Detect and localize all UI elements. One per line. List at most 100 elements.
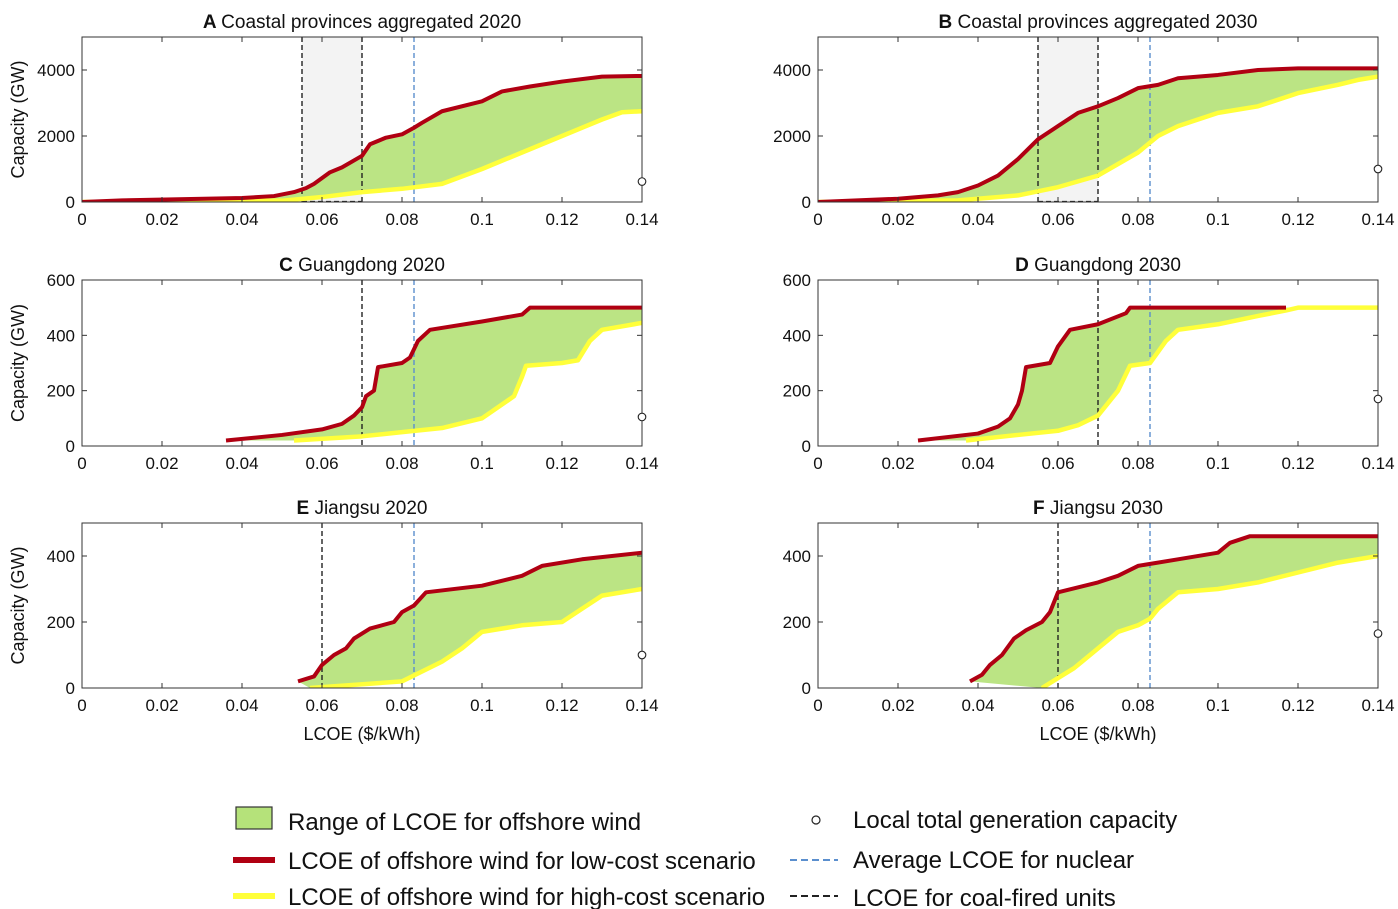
legend-label-low: LCOE of offshore wind for low-cost scena…	[288, 848, 756, 875]
panel-b: 0 0.02 0.04 0.06 0.08 0.1 0.12 0.14 0 2000 4000 B C…	[773, 12, 1394, 229]
x-tick-label: 0.04	[225, 696, 258, 715]
panel-title: E Jiangsu 2020	[297, 498, 428, 519]
x-tick-label: 0	[77, 210, 86, 229]
y-tick-label: 400	[47, 326, 75, 345]
low-cost-curve	[297, 550, 642, 684]
x-tick-label: 0.1	[1206, 210, 1230, 229]
x-tick-label: 0.1	[1206, 454, 1230, 473]
x-axis-label: LCOE ($/kWh)	[1039, 724, 1156, 744]
panel-title: C Guangdong 2020	[279, 255, 445, 276]
low-cost-curve	[917, 305, 1286, 443]
x-tick-label: 0	[813, 696, 822, 715]
panel-letter: E	[297, 498, 315, 519]
x-tick-label: 0.14	[1361, 696, 1394, 715]
high-cost-curve	[293, 320, 642, 443]
y-tick-label: 600	[783, 271, 811, 290]
panel-letter: F	[1033, 498, 1050, 519]
low-cost-curve	[969, 534, 1378, 684]
panel-title-text: Coastal provinces aggregated 2030	[958, 12, 1258, 33]
x-tick-label: 0	[77, 696, 86, 715]
panel-title: A Coastal provinces aggregated 2020	[203, 12, 521, 33]
y-axis-label: Capacity (GW)	[8, 304, 28, 422]
panel-e: 0 0.02 0.04 0.06 0.08 0.1 0.12 0.14 0 200 400 E Jia…	[8, 498, 659, 744]
plot-area	[818, 37, 1378, 202]
x-tick-label: 0.14	[625, 696, 658, 715]
x-tick-label: 0.12	[545, 210, 578, 229]
low-cost-curve	[225, 305, 642, 443]
x-axis-label: LCOE ($/kWh)	[303, 724, 420, 744]
low-cost-curve	[818, 66, 1378, 202]
panel-title-text: Coastal provinces aggregated 2020	[221, 12, 521, 33]
x-tick-label: 0.06	[1041, 210, 1074, 229]
y-tick-label: 2000	[773, 127, 811, 146]
x-tick-label: 0.04	[961, 210, 994, 229]
panel-letter: C	[279, 255, 298, 276]
x-tick-label: 0.14	[625, 210, 658, 229]
x-tick-label: 0.12	[1281, 454, 1314, 473]
y-tick-label: 200	[783, 382, 811, 401]
x-tick-label: 0.12	[545, 696, 578, 715]
plot-area	[917, 280, 1378, 446]
y-tick-label: 400	[783, 326, 811, 345]
y-tick-label: 400	[783, 547, 811, 566]
x-tick-label: 0.04	[961, 454, 994, 473]
y-tick-label: 600	[47, 271, 75, 290]
x-tick-label: 0.06	[1041, 454, 1074, 473]
x-tick-label: 0.08	[385, 696, 418, 715]
x-tick-label: 0.14	[1361, 454, 1394, 473]
plot-area	[969, 523, 1378, 688]
axes-frame	[817, 36, 1379, 203]
axes-frame	[81, 36, 643, 203]
legend-label-nuclear: Average LCOE for nuclear	[853, 847, 1134, 874]
high-cost-curve	[1040, 553, 1378, 688]
y-tick-label: 200	[47, 382, 75, 401]
panel-letter: B	[939, 12, 958, 33]
y-tick-label: 0	[802, 193, 811, 212]
x-tick-label: 0.02	[145, 696, 178, 715]
panel-title-text: Jiangsu 2030	[1050, 498, 1163, 519]
legend-label-range: Range of LCOE for offshore wind	[288, 809, 641, 836]
plot-area	[82, 37, 642, 202]
panel-a: 0 0.02 0.04 0.06 0.08 0.1 0.12 0.14 0 2000 4000 A C…	[8, 12, 659, 229]
x-tick-label: 0.06	[1041, 696, 1074, 715]
x-tick-label: 0.02	[145, 454, 178, 473]
y-tick-label: 4000	[37, 61, 75, 80]
local-capacity-marker	[637, 177, 647, 186]
panel-d: 0 0.02 0.04 0.06 0.08 0.1 0.12 0.14 0 200 400 600 D …	[783, 255, 1395, 473]
x-tick-label: 0.04	[225, 454, 258, 473]
legend-label-high: LCOE of offshore wind for high-cost scen…	[288, 884, 765, 909]
high-cost-curve	[965, 305, 1378, 443]
x-tick-label: 0.02	[881, 210, 914, 229]
panel-letter: A	[203, 12, 221, 33]
y-tick-label: 0	[66, 437, 75, 456]
local-capacity-marker	[1373, 394, 1383, 404]
y-tick-label: 0	[66, 193, 75, 212]
legend-label-local: Local total generation capacity	[853, 807, 1177, 834]
range-area	[226, 307, 642, 441]
range-area	[298, 552, 642, 688]
high-cost-curve	[309, 586, 642, 688]
panel-c: 0 0.02 0.04 0.06 0.08 0.1 0.12 0.14 0 200 400 600 C …	[8, 255, 659, 473]
x-tick-label: 0	[813, 210, 822, 229]
x-tick-label: 0.08	[385, 454, 418, 473]
high-cost-curve	[82, 109, 642, 202]
x-tick-label: 0.02	[881, 454, 914, 473]
panel-letter: D	[1015, 255, 1034, 276]
x-tick-label: 0.08	[1121, 696, 1154, 715]
y-tick-label: 400	[47, 547, 75, 566]
legend-marker-local	[811, 815, 821, 825]
y-axis-label: Capacity (GW)	[8, 60, 28, 178]
x-tick-label: 0.08	[385, 210, 418, 229]
legend-label-coal: LCOE for coal-fired units	[853, 885, 1116, 909]
range-area	[82, 75, 642, 202]
panel-title-text: Guangdong 2020	[298, 255, 445, 276]
y-tick-label: 2000	[37, 127, 75, 146]
x-tick-label: 0.12	[1281, 210, 1314, 229]
axes-frame	[817, 522, 1379, 689]
panel-f: 0 0.02 0.04 0.06 0.08 0.1 0.12 0.14 0 200 400 F Jia…	[783, 498, 1395, 744]
legend: Range of LCOE for offshore wind LCOE of …	[233, 806, 1177, 909]
y-axis-label: Capacity (GW)	[8, 546, 28, 664]
x-tick-label: 0.12	[1281, 696, 1314, 715]
